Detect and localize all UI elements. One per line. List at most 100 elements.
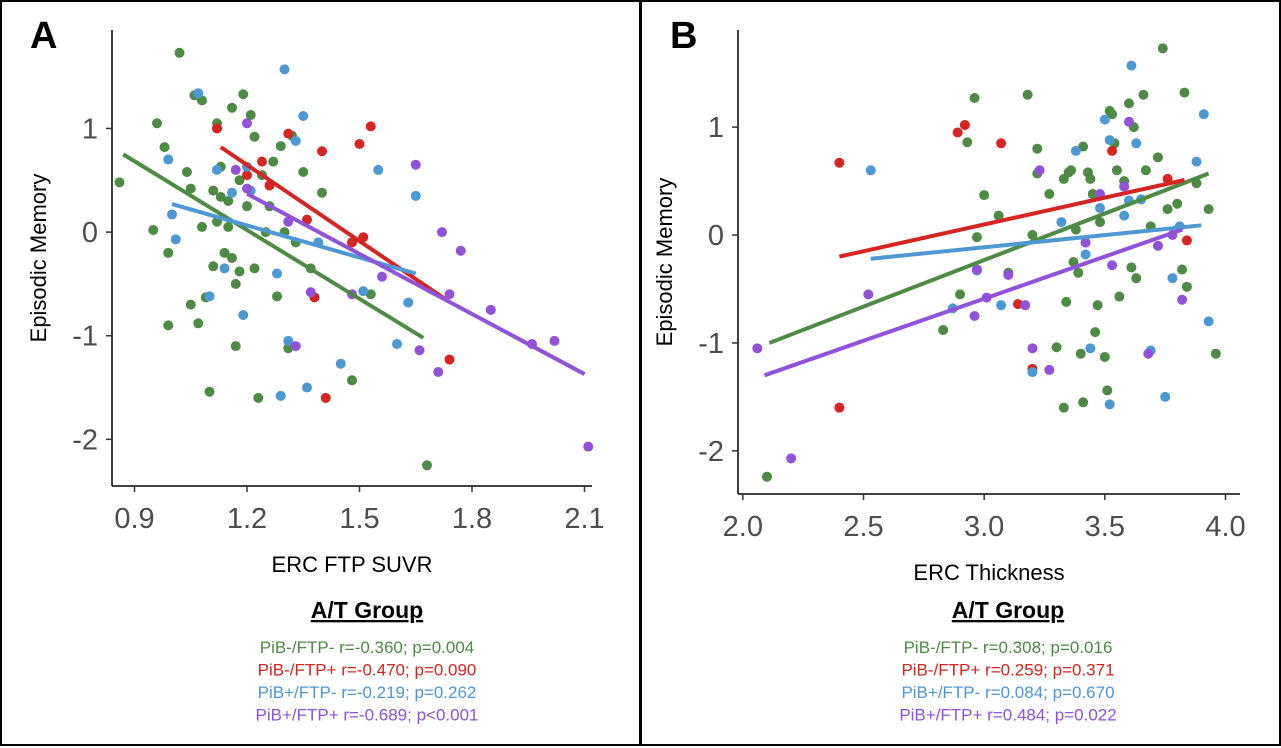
y-axis-title: Episodic Memory [652, 178, 677, 347]
data-point [208, 261, 219, 272]
data-point [422, 460, 432, 471]
data-point [242, 118, 252, 129]
data-point [1123, 116, 1134, 127]
data-point [952, 127, 963, 138]
x-tick-label: 1.5 [339, 503, 379, 535]
data-point [1119, 181, 1130, 192]
y-tick-label: -2 [72, 424, 98, 456]
data-point [373, 164, 384, 175]
data-point [290, 135, 301, 146]
data-point [863, 289, 874, 300]
legend-entry: PiB+/FTP+ r=0.484; p=0.022 [899, 706, 1116, 725]
x-tick-label: 2.1 [564, 503, 604, 535]
data-point [1104, 135, 1115, 146]
data-point [335, 358, 346, 369]
legend-entry: PiB-/FTP+ r=-0.470; p=0.090 [258, 661, 477, 680]
legend-entry: PiB+/FTP- r=-0.219; p=0.262 [258, 683, 477, 702]
data-point [1107, 260, 1118, 271]
data-point [1058, 402, 1069, 413]
data-point [238, 310, 249, 320]
data-point [1022, 89, 1033, 100]
data-point [962, 137, 973, 148]
panel-b: B 2.0 2.5 3.0 3.5 4.0 -2 -1 0 1 ERC Thickness Episo… [640, 0, 1281, 746]
chart-b: B 2.0 2.5 3.0 3.5 4.0 -2 -1 0 1 ERC Thickness Episo… [652, 15, 1246, 725]
x-tick-label: 2.0 [723, 511, 763, 543]
panel-a: A 0.9 1.2 1.5 1.8 2.1 -2 -1 0 1 ERC FTP SUVR Episod… [0, 0, 641, 746]
data-point [302, 382, 312, 393]
data-point [959, 119, 970, 130]
data-point [272, 268, 282, 279]
data-point [979, 190, 990, 201]
x-tick-label: 1.2 [227, 503, 267, 535]
data-point [283, 335, 294, 346]
data-point [290, 341, 301, 352]
data-point [410, 159, 421, 170]
data-point [1085, 173, 1096, 184]
series-pib-ftp- [212, 121, 455, 403]
x-tick-label: 1.8 [452, 503, 492, 535]
data-point [219, 247, 230, 258]
data-point [1092, 300, 1103, 311]
y-tick-label: 0 [708, 220, 724, 252]
data-point [1095, 217, 1106, 228]
data-point [152, 118, 162, 129]
data-point [163, 320, 174, 331]
data-point [1111, 165, 1122, 176]
data-point [114, 177, 125, 188]
data-point [1099, 114, 1110, 125]
data-point [1102, 385, 1113, 396]
data-point [354, 139, 365, 149]
data-point [437, 227, 447, 238]
data-point [414, 345, 425, 356]
data-point [392, 339, 402, 350]
data-point [305, 287, 316, 298]
data-point [197, 221, 207, 232]
y-axis-title: Episodic Memory [26, 174, 51, 343]
y-tick-label: 1 [708, 112, 724, 144]
fit-line [838, 178, 1185, 259]
data-point [1157, 43, 1168, 54]
legend-entry: PiB-/FTP- r=-0.360; p=0.004 [260, 638, 475, 657]
data-point [1177, 294, 1188, 305]
data-point [1162, 204, 1173, 215]
data-point [1034, 165, 1045, 176]
data-point [1085, 343, 1096, 354]
legend-title: A/T Group [952, 597, 1064, 623]
data-point [1070, 145, 1081, 156]
data-point [204, 291, 215, 302]
data-point [1056, 217, 1067, 228]
data-point [433, 367, 444, 377]
data-point [249, 131, 260, 142]
data-point [1191, 156, 1202, 167]
data-point [485, 304, 496, 315]
data-point [1090, 327, 1101, 338]
data-point [1087, 189, 1098, 200]
chart-a: A 0.9 1.2 1.5 1.8 2.1 -2 -1 0 1 ERC FTP SUVR Episod… [26, 15, 605, 725]
fit-line [768, 171, 1210, 345]
data-point [320, 392, 331, 403]
legend-entry: PiB+/FTP- r=0.084; p=0.670 [901, 683, 1114, 702]
data-point [1099, 351, 1110, 362]
data-point [1051, 342, 1062, 353]
data-point [365, 121, 376, 132]
data-point [170, 234, 181, 245]
data-point [174, 47, 185, 58]
fit-line [870, 223, 1202, 261]
data-point [1044, 364, 1055, 375]
data-point [1032, 143, 1043, 154]
data-point [1177, 264, 1188, 275]
panel-letter: B [670, 15, 697, 57]
y-tick-label: -2 [698, 436, 724, 468]
data-point [185, 299, 196, 310]
data-point [298, 166, 309, 177]
data-point [230, 164, 241, 175]
data-point [163, 154, 174, 165]
data-point [283, 128, 294, 139]
data-point [955, 289, 966, 300]
data-point [1075, 348, 1086, 359]
data-point [1027, 367, 1038, 378]
data-point [182, 166, 192, 177]
data-point [752, 343, 763, 354]
data-point [1027, 343, 1038, 354]
data-point [996, 138, 1007, 149]
